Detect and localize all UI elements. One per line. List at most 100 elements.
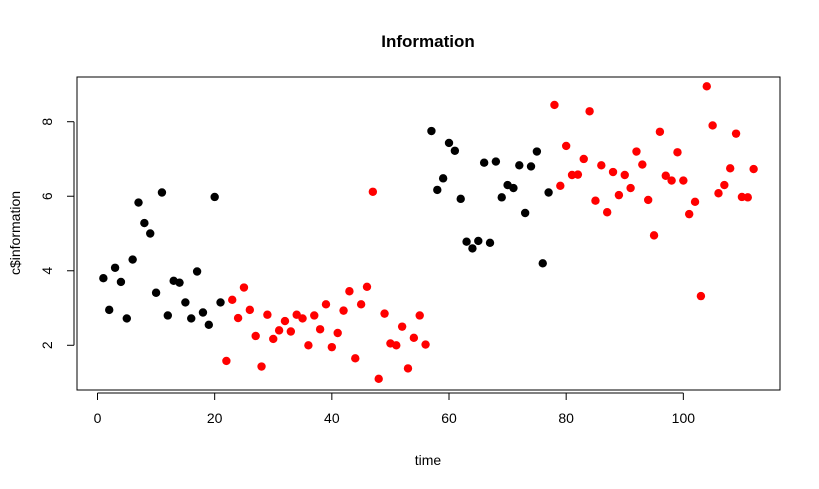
- data-point: [550, 100, 559, 110]
- data-point: [175, 278, 184, 287]
- y-tick-label: 4: [39, 267, 55, 275]
- data-point: [667, 176, 676, 185]
- data-point: [673, 148, 682, 157]
- data-point: [204, 320, 214, 329]
- data-point: [632, 147, 641, 156]
- data-point: [614, 190, 624, 200]
- data-point: [181, 298, 190, 307]
- data-point: [315, 325, 325, 334]
- data-point: [573, 170, 583, 179]
- data-point: [485, 238, 495, 248]
- data-point: [638, 160, 647, 169]
- data-point: [397, 322, 407, 331]
- data-point: [374, 374, 383, 384]
- data-point: [157, 188, 167, 197]
- data-point: [468, 244, 477, 253]
- plot-frame: [76, 76, 781, 391]
- data-point: [409, 333, 419, 343]
- x-tick-label: 20: [207, 410, 223, 426]
- data-point: [544, 188, 553, 197]
- data-point: [538, 259, 547, 268]
- data-point: [591, 196, 600, 205]
- data-point: [649, 231, 659, 240]
- data-point: [339, 306, 348, 315]
- y-tick-label: 2: [39, 341, 55, 349]
- data-point: [233, 313, 243, 323]
- data-point: [556, 181, 565, 191]
- data-point: [515, 161, 524, 170]
- data-point: [146, 229, 155, 238]
- x-tick-label: 0: [94, 410, 102, 426]
- data-point: [679, 176, 688, 185]
- y-tick-label: 8: [39, 118, 55, 126]
- data-point: [362, 282, 372, 291]
- data-point: [327, 342, 337, 352]
- data-point: [110, 263, 120, 272]
- data-point: [509, 183, 518, 193]
- data-point: [356, 300, 366, 309]
- y-axis: 2 4 6 8: [39, 118, 75, 349]
- data-point: [310, 311, 319, 320]
- data-point: [415, 311, 424, 320]
- data-point: [749, 164, 758, 174]
- data-point: [597, 161, 606, 170]
- data-point: [333, 328, 342, 338]
- data-point: [444, 138, 454, 148]
- data-point: [105, 305, 114, 315]
- data-point: [438, 174, 448, 183]
- data-point: [714, 189, 723, 198]
- data-point: [274, 326, 284, 335]
- data-point: [731, 129, 741, 138]
- data-point: [321, 300, 331, 309]
- data-point: [702, 82, 711, 91]
- data-point: [720, 180, 729, 190]
- data-point: [163, 311, 173, 320]
- data-point: [345, 287, 354, 296]
- data-point: [216, 298, 225, 307]
- data-point: [140, 218, 149, 228]
- data-point: [251, 331, 260, 341]
- x-tick-label: 60: [441, 410, 457, 426]
- data-point: [579, 154, 588, 164]
- x-axis: 0 20 40 60 80 100: [94, 392, 695, 426]
- data-point: [602, 208, 612, 217]
- data-point: [696, 291, 706, 301]
- data-point: [450, 146, 460, 155]
- data-point: [222, 356, 231, 366]
- data-point: [263, 310, 272, 319]
- data-point: [532, 147, 542, 156]
- data-point: [456, 194, 465, 204]
- data-point: [433, 185, 442, 195]
- data-point: [245, 305, 255, 315]
- data-point: [198, 308, 208, 317]
- data-point: [690, 197, 700, 207]
- data-point: [743, 193, 752, 202]
- data-point: [403, 364, 413, 373]
- data-point: [497, 193, 506, 202]
- data-point: [626, 183, 635, 193]
- data-point: [421, 340, 430, 349]
- data-point: [304, 341, 313, 350]
- x-tick-label: 40: [324, 410, 340, 426]
- data-point: [187, 314, 196, 323]
- data-point: [526, 162, 536, 171]
- data-point: [462, 237, 471, 246]
- data-point: [151, 288, 161, 297]
- y-tick-label: 6: [39, 192, 55, 200]
- data-point: [620, 170, 629, 180]
- data-point: [392, 341, 401, 350]
- data-point: [351, 354, 360, 363]
- x-tick-label: 80: [558, 410, 574, 426]
- data-point: [286, 327, 296, 336]
- data-point: [479, 158, 489, 167]
- data-point: [608, 167, 618, 177]
- data-point: [298, 314, 307, 323]
- data-point: [228, 295, 237, 305]
- data-point: [643, 195, 653, 205]
- data-point: [491, 157, 501, 166]
- y-axis-label: c$information: [7, 191, 23, 275]
- data-point: [257, 362, 266, 371]
- data-point: [99, 274, 108, 283]
- data-point: [116, 277, 126, 287]
